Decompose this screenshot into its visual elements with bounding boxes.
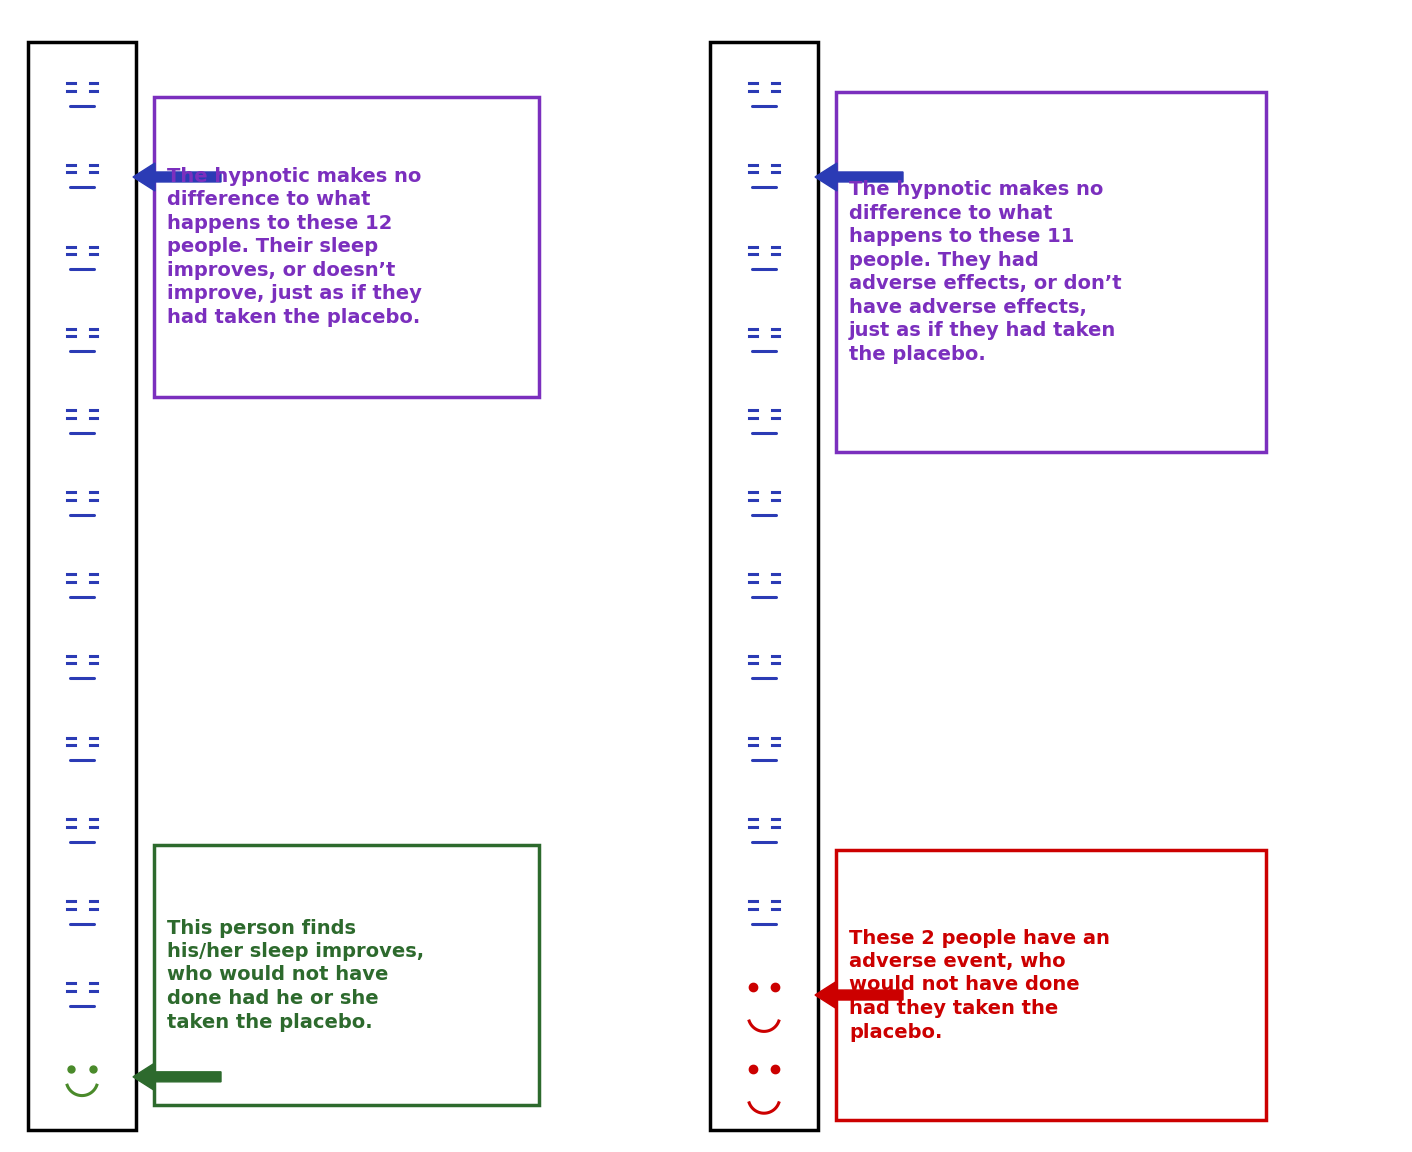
- FancyBboxPatch shape: [836, 92, 1267, 452]
- FancyArrow shape: [815, 982, 904, 1009]
- Text: These 2 people have an
adverse event, who
would not have done
had they taken the: These 2 people have an adverse event, wh…: [849, 929, 1110, 1041]
- FancyBboxPatch shape: [154, 846, 539, 1105]
- FancyBboxPatch shape: [836, 850, 1267, 1120]
- Text: The hypnotic makes no
difference to what
happens to these 12
people. Their sleep: The hypnotic makes no difference to what…: [167, 167, 422, 327]
- FancyBboxPatch shape: [710, 41, 818, 1130]
- FancyArrow shape: [133, 162, 222, 191]
- FancyBboxPatch shape: [154, 97, 539, 397]
- Text: The hypnotic makes no
difference to what
happens to these 11
people. They had
ad: The hypnotic makes no difference to what…: [849, 180, 1121, 364]
- FancyArrow shape: [133, 1063, 222, 1091]
- Text: This person finds
his/her sleep improves,
who would not have
done had he or she
: This person finds his/her sleep improves…: [167, 918, 424, 1031]
- FancyBboxPatch shape: [28, 41, 136, 1130]
- FancyArrow shape: [815, 162, 904, 191]
